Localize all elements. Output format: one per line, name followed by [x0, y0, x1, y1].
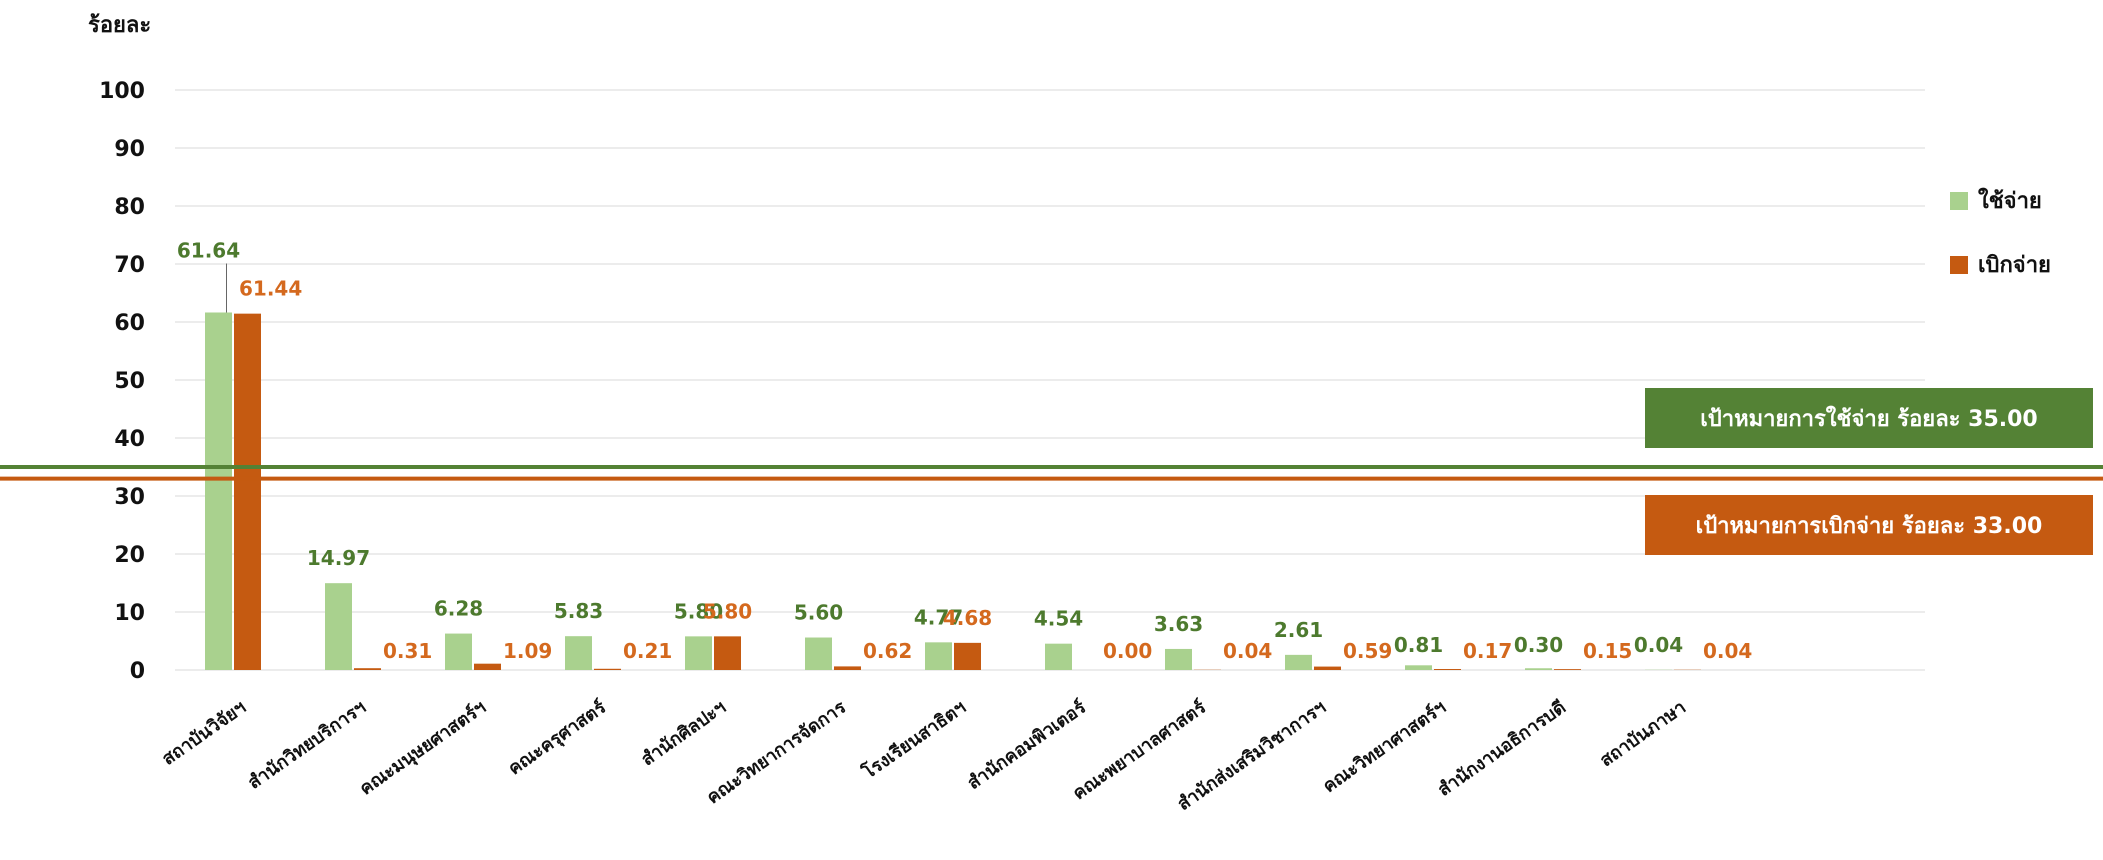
x-tick-label: คณะวิทยาศาสตร์ฯ: [1318, 696, 1449, 797]
y-tick-label: 90: [114, 137, 145, 162]
data-label-series-2: 0.62: [863, 639, 912, 663]
data-label-series-2: 4.68: [943, 606, 992, 630]
x-tick-label: สำนักศิลปะฯ: [638, 697, 730, 770]
bar-series-1: [445, 633, 472, 670]
bar-series-2: [474, 663, 501, 670]
x-tick-label: คณะครุศาสตร์: [504, 696, 611, 780]
bar-series-1: [1285, 654, 1312, 670]
x-tick-label: คณะมนุษยศาสตร์ฯ: [355, 696, 490, 800]
data-label-series-1: 4.77: [914, 605, 963, 629]
y-tick-label: 70: [114, 253, 145, 278]
y-tick-label: 60: [114, 311, 145, 336]
x-tick-label: สถาบันภาษา: [1596, 697, 1690, 771]
y-tick-label: 20: [114, 543, 145, 568]
data-label-series-1: 0.30: [1514, 633, 1563, 657]
bar-series-2: [1434, 669, 1461, 670]
bar-series-1: [1525, 668, 1552, 670]
bar-series-1: [1405, 665, 1432, 670]
y-axis-unit-label: ร้อยละ: [88, 13, 151, 38]
legend-label: เบิกจ่าย: [1978, 253, 2051, 278]
data-label-series-2: 0.15: [1583, 639, 1632, 663]
bar-series-1: [205, 312, 232, 670]
data-label-series-2: 0.17: [1463, 639, 1512, 663]
x-tick-label: สำนักคอมพิวเตอร์: [963, 696, 1090, 794]
y-tick-label: 100: [99, 79, 145, 104]
target-label-box: [1645, 388, 2093, 448]
y-tick-label: 50: [114, 369, 145, 394]
data-label-series-2: 0.04: [1223, 639, 1272, 663]
data-label-series-1: 61.64: [177, 238, 240, 262]
bar-series-2: [954, 642, 981, 670]
data-label-series-1: 0.81: [1394, 633, 1443, 657]
data-label-series-1: 5.83: [554, 599, 603, 623]
x-tick-label: สำนักงานอธิการบดี: [1434, 697, 1570, 801]
data-label-series-1: 5.60: [794, 601, 843, 625]
bar-series-2: [234, 313, 261, 670]
data-label-series-2: 0.31: [383, 639, 432, 663]
y-tick-label: 40: [114, 427, 145, 452]
x-tick-label: โรงเรียนสาธิตฯ: [858, 696, 970, 784]
bar-series-1: [565, 636, 592, 670]
data-label-series-2: 0.21: [623, 639, 672, 663]
data-label-series-2: 0.59: [1343, 639, 1392, 663]
bar-series-1: [805, 637, 832, 670]
data-label-series-2: 1.09: [503, 639, 552, 663]
legend-swatch: [1950, 192, 1968, 210]
bar-series-2: [1554, 669, 1581, 670]
x-tick-label: สำนักวิทยบริการฯ: [244, 697, 370, 794]
bar-series-2: [714, 636, 741, 670]
data-label-series-1: 3.63: [1154, 612, 1203, 636]
target-label-text: เป้าหมายการใช้จ่าย ร้อยละ 35.00: [1700, 405, 2038, 432]
data-label-series-1: 4.54: [1034, 607, 1083, 631]
y-tick-label: 30: [114, 485, 145, 510]
bar-series-2: [1314, 666, 1341, 670]
bar-series-1: [1045, 643, 1072, 670]
data-label-series-2: 0.04: [1703, 639, 1752, 663]
bar-series-1: [925, 642, 952, 670]
data-label-series-1: 0.04: [1634, 633, 1683, 657]
x-tick-label: สถาบันวิจัยฯ: [158, 697, 250, 770]
bar-series-2: [354, 668, 381, 670]
data-label-series-2: 0.00: [1103, 639, 1152, 663]
target-label-box: [1645, 495, 2093, 555]
legend-label: ใช้จ่าย: [1978, 187, 2042, 214]
y-tick-label: 80: [114, 195, 145, 220]
legend-swatch: [1950, 256, 1968, 274]
data-label-series-2: 61.44: [239, 277, 302, 301]
data-label-series-1: 2.61: [1274, 618, 1323, 642]
target-label-text: เป้าหมายการเบิกจ่าย ร้อยละ 33.00: [1696, 514, 2043, 539]
data-label-series-1: 14.97: [307, 546, 370, 570]
data-label-series-1: 5.80: [674, 599, 723, 623]
y-tick-label: 0: [130, 659, 145, 684]
data-label-series-1: 6.28: [434, 597, 483, 621]
bar-series-1: [325, 583, 352, 670]
bar-series-2: [594, 668, 621, 670]
y-tick-label: 10: [114, 601, 145, 626]
bar-series-2: [834, 666, 861, 670]
bar-series-1: [685, 636, 712, 670]
bar-series-1: [1165, 648, 1192, 670]
data-label-series-2: 5.80: [703, 599, 752, 623]
